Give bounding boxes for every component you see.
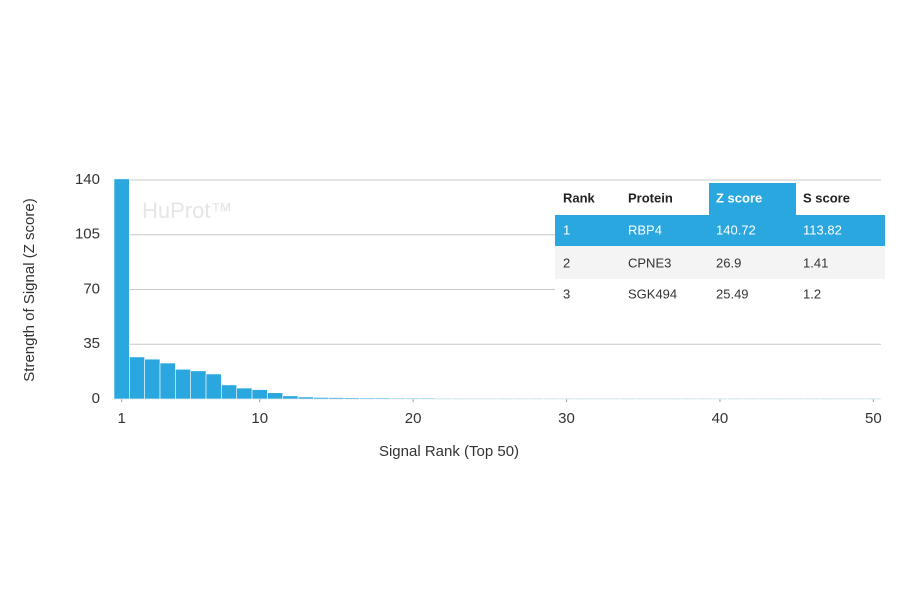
table-cell: 1.41 <box>803 255 828 270</box>
bar <box>527 397 544 400</box>
bar <box>451 397 468 400</box>
x-tick-label: 30 <box>558 410 575 427</box>
table-cell: 25.49 <box>716 286 749 301</box>
x-tick-label: 20 <box>405 410 422 427</box>
bar <box>757 397 774 400</box>
bar <box>282 395 299 400</box>
bar <box>343 397 360 400</box>
y-tick-label: 35 <box>83 335 100 352</box>
bar <box>175 368 192 400</box>
bar <box>573 397 590 400</box>
bar <box>405 397 422 400</box>
bar <box>236 387 253 400</box>
bar <box>773 397 790 400</box>
table-cell: 140.72 <box>716 222 756 237</box>
table-cell: SGK494 <box>628 286 677 301</box>
y-tick-label: 105 <box>75 226 100 243</box>
bar <box>865 397 882 400</box>
bar <box>711 397 728 400</box>
bar <box>803 397 820 400</box>
bar <box>619 397 636 400</box>
bar <box>742 397 759 400</box>
bar <box>297 396 314 400</box>
y-tick-label: 140 <box>75 171 100 188</box>
table-cell: 1.2 <box>803 286 821 301</box>
bar <box>420 397 437 400</box>
highlight-row <box>555 215 885 246</box>
bar <box>328 397 345 400</box>
bar <box>650 397 667 400</box>
bar <box>129 356 145 400</box>
bar <box>481 397 498 400</box>
bar <box>850 397 866 400</box>
bar <box>313 397 330 400</box>
bar <box>359 397 376 400</box>
table-header: S score <box>803 190 850 205</box>
y-tick-label: 70 <box>83 280 100 297</box>
x-tick-label: 40 <box>712 410 729 427</box>
table-header: Rank <box>563 190 596 205</box>
bar <box>819 397 836 400</box>
y-tick-label: 0 <box>92 390 100 407</box>
bar <box>267 392 284 400</box>
table-cell: 3 <box>563 286 570 301</box>
bar <box>435 397 452 400</box>
y-axis-label: Strength of Signal (Z score) <box>21 198 38 381</box>
bar <box>834 397 851 400</box>
table-cell: 1 <box>563 222 570 237</box>
bar <box>190 370 207 400</box>
bar <box>665 397 682 400</box>
x-tick-label: 10 <box>251 410 268 427</box>
bar <box>635 397 652 400</box>
bar <box>788 397 805 400</box>
bar <box>389 397 406 400</box>
bar <box>727 397 744 400</box>
table-cell: 113.82 <box>803 222 842 237</box>
bar <box>543 397 560 400</box>
bar <box>681 397 698 400</box>
bar <box>696 397 713 400</box>
table-cell: 2 <box>563 255 570 270</box>
bar <box>497 397 514 400</box>
highlight-header <box>709 183 796 215</box>
bar <box>589 397 606 400</box>
table-cell: 26.9 <box>716 255 741 270</box>
bar <box>159 362 176 400</box>
x-axis-label: Signal Rank (Top 50) <box>379 443 519 460</box>
table-cell: RBP4 <box>628 222 662 237</box>
bar <box>466 397 483 400</box>
table-header: Protein <box>628 190 673 205</box>
table-header: Z score <box>716 190 762 205</box>
watermark: HuProt™ <box>142 198 232 223</box>
bar <box>512 397 529 400</box>
bar <box>604 397 621 400</box>
bar <box>221 384 238 400</box>
bar <box>558 397 575 400</box>
table-cell: CPNE3 <box>628 255 671 270</box>
row-background <box>555 246 885 279</box>
x-tick-label: 1 <box>117 410 125 427</box>
bar <box>144 358 161 400</box>
bar <box>205 373 222 400</box>
bar <box>113 178 130 400</box>
bar <box>251 389 268 400</box>
bar <box>374 397 391 400</box>
x-tick-label: 50 <box>865 410 882 427</box>
